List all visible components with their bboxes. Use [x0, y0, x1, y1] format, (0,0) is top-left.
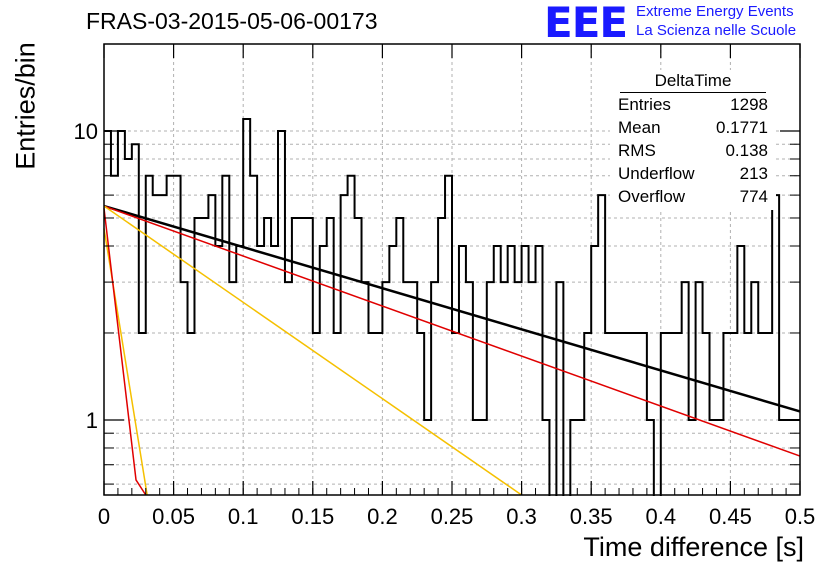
fit-line — [103, 204, 801, 413]
axes: 0 0.05 0.1 0.15 0.2 0.25 0.3 0.35 0.4 0.45 0.5 1 10 — [0, 43, 836, 572]
x-tick-label: 0.2 — [367, 504, 398, 529]
plot-title: FRAS-03-2015-05-06-00173 — [86, 8, 378, 34]
stats-label: Underflow — [618, 164, 695, 183]
stats-value: 213 — [739, 164, 768, 183]
stats-box: DeltaTime Entries 1298 Mean 0.1771 RMS 0… — [610, 70, 776, 210]
x-tick-label: 0.4 — [646, 504, 677, 529]
histogram-outline — [104, 118, 800, 498]
logo-caption-line2: La Scienza nelle Scuole — [636, 22, 797, 39]
stats-value: 0.1771 — [716, 118, 768, 137]
stats-row-rms: RMS 0.138 — [610, 139, 776, 162]
logo-caption: Extreme Energy Events La Scienza nelle S… — [636, 2, 796, 40]
stats-value: 1298 — [730, 95, 768, 114]
stats-title: DeltaTime — [620, 70, 766, 93]
x-tick-label: 0.1 — [228, 504, 259, 529]
stats-row-overflow: Overflow 774 — [610, 185, 776, 208]
bottom-mask — [0, 496, 836, 572]
fit-line — [103, 208, 147, 496]
x-tick-label: 0.25 — [431, 504, 474, 529]
x-tick-label: 0.35 — [570, 504, 613, 529]
stats-row-entries: Entries 1298 — [610, 93, 776, 116]
eee-logo: EEE — [544, 0, 628, 47]
x-tick-label: 0 — [98, 504, 110, 529]
stats-row-mean: Mean 0.1771 — [610, 116, 776, 139]
fit-lines — [103, 204, 801, 496]
stats-label: RMS — [618, 141, 656, 160]
stats-label: Overflow — [618, 187, 686, 206]
x-tick-label: 0.3 — [506, 504, 537, 529]
x-tick-label: 0.45 — [709, 504, 752, 529]
histogram-series — [104, 118, 800, 498]
stats-value: 774 — [739, 187, 768, 206]
y-tick-label: 10 — [74, 119, 98, 144]
stats-label: Entries — [618, 95, 671, 114]
stats-row-underflow: Underflow 213 — [610, 162, 776, 185]
x-tick-label: 0.5 — [785, 504, 816, 529]
x-tick-label: 0.05 — [152, 504, 195, 529]
x-tick-label: 0.15 — [291, 504, 334, 529]
y-axis-label: Entries/bin — [10, 42, 41, 170]
y-tick-label: 1 — [86, 408, 98, 433]
fit-line — [103, 205, 523, 496]
stats-label: Mean — [618, 118, 661, 137]
fit-line — [103, 205, 801, 457]
stats-value: 0.138 — [725, 141, 768, 160]
x-axis-label: Time difference [s] — [583, 532, 804, 562]
logo-caption-line1: Extreme Energy Events — [636, 3, 794, 20]
